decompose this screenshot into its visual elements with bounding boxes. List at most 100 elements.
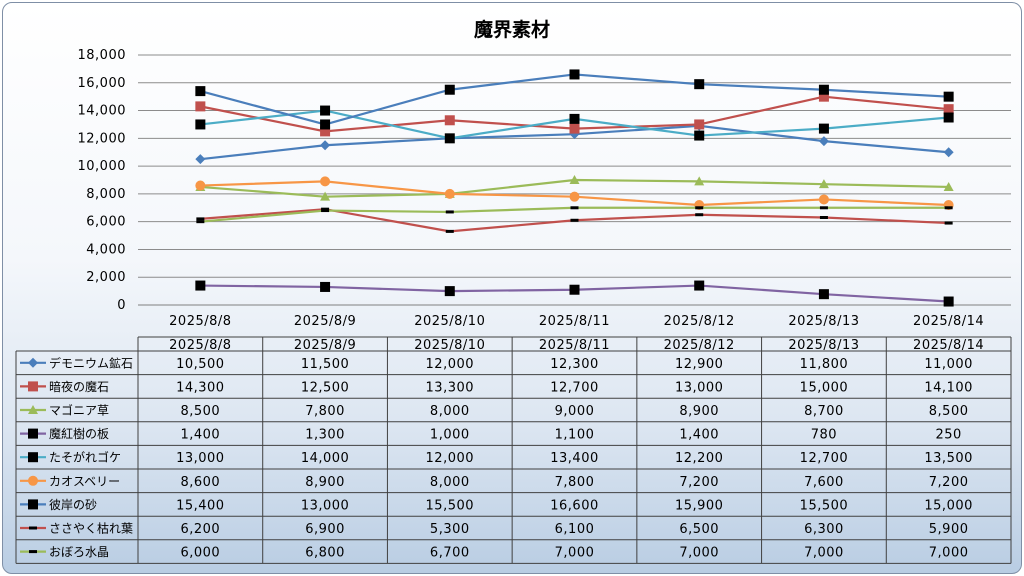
series-5 [195,105,954,144]
table-value-cell: 12,200 [675,451,724,466]
table-value-cell: 15,400 [176,498,225,513]
table-value-cell: 8,000 [430,404,470,419]
table-value-cell: 12,900 [675,357,724,372]
series-7 [195,69,954,130]
y-tick-label: 2,000 [86,270,126,285]
table-row: 魔紅樹の板 1,400 1,300 1,000 1,100 1,400 780 250 [20,426,961,443]
data-point [195,101,206,112]
table-value-cell: 14,300 [176,380,225,395]
data-point [695,213,704,217]
table-row: ささやく枯れ葉 6,200 6,900 5,300 6,100 6,500 6,300 5,9… [20,521,968,537]
data-point [569,69,580,80]
x-tick-label: 2025/8/9 [294,314,356,329]
table-value-cell: 12,000 [426,357,475,372]
x-tick-label: 2025/8/13 [788,314,859,329]
table-value-cell: 13,000 [675,380,724,395]
table-value-cell: 7,000 [804,546,844,561]
table-value-cell: 11,500 [301,357,350,372]
table-value-cell: 15,000 [924,498,973,513]
data-point [195,280,206,291]
table-value-cell: 250 [935,428,961,443]
x-axis-ticks: 2025/8/8 2025/8/9 2025/8/10 2025/8/11 2025/8… [169,314,984,329]
data-point [943,147,954,158]
table-value-cell: 1,000 [430,428,470,443]
table-value-cell: 11,000 [924,357,973,372]
data-point [196,217,205,221]
data-point [818,91,829,102]
series-name: マゴニア草 [49,403,109,418]
table-value-cell: 15,900 [675,498,724,513]
table-value-cell: 9,000 [555,404,595,419]
data-point [943,181,954,191]
table-value-cell: 15,500 [426,498,475,513]
data-point [444,133,455,144]
table-value-cell: 1,400 [180,428,220,443]
table-value-cell: 8,900 [305,475,345,490]
data-point [569,175,580,184]
data-point [195,154,206,165]
data-point [818,123,829,134]
table-value-cell: 15,500 [800,498,849,513]
table-header-cell: 2025/8/12 [664,338,735,353]
y-tick-label: 6,000 [86,215,126,230]
table-value-cell: 6,200 [180,522,220,537]
table-value-cell: 13,300 [426,380,475,395]
legend-key-marker [28,405,38,414]
table-value-cell: 12,300 [550,357,599,372]
y-tick-label: 8,000 [86,187,126,202]
table-value-cell: 6,800 [305,546,345,561]
data-point [569,123,580,134]
table-value-cell: 8,500 [180,404,220,419]
series-name: おぼろ水晶 [49,545,109,559]
x-tick-label: 2025/8/8 [169,314,231,329]
table-row: デモニウム鉱石 10,500 11,500 12,000 12,300 12,900 11,… [20,355,973,372]
table-value-cell: 6,000 [180,546,220,561]
data-point [943,112,954,123]
legend-key-marker [28,499,38,510]
table-value-cell: 13,000 [301,498,350,513]
series-lines [195,69,954,307]
chart-title: 魔界素材 [474,18,550,41]
data-point [569,191,580,202]
data-point [195,119,206,130]
series-name: 彼岸の砂 [49,498,97,512]
series-9 [196,206,953,224]
legend-key-marker [28,357,38,368]
data-point [570,218,579,222]
table-value-cell: 6,100 [555,522,595,537]
table-value-cell: 7,000 [679,546,719,561]
y-tick-label: 0 [117,298,126,313]
table-row: カオスベリー 8,600 8,900 8,000 7,800 7,200 7,600 7,20… [20,474,969,490]
data-point [569,113,580,124]
data-point [694,176,705,186]
data-table: 2025/8/8 2025/8/9 2025/8/10 2025/8/11 2025/8… [15,336,1012,564]
table-value-cell: 16,600 [550,498,599,513]
data-point [695,206,704,210]
table-value-cell: 12,000 [426,451,475,466]
table-header-cell: 2025/8/13 [788,338,859,353]
series-name: 魔紅樹の板 [49,426,109,441]
data-point [818,84,829,95]
table-value-cell: 8,600 [180,475,220,490]
x-tick-label: 2025/8/10 [414,314,485,329]
table-value-cell: 7,800 [305,404,345,419]
series-name: ささやく枯れ葉 [49,521,133,536]
table-value-cell: 780 [811,428,837,443]
series-4 [195,280,954,307]
table-value-cell: 7,000 [929,546,969,561]
table-value-cell: 8,900 [679,404,719,419]
table-value-cell: 6,300 [804,522,844,537]
data-point [694,119,705,130]
data-point [943,91,954,102]
data-point [445,229,454,233]
table-value-cell: 1,400 [679,428,719,443]
table-row: おぼろ水晶 6,000 6,800 6,700 7,000 7,000 7,000 7,000 [20,545,969,561]
table-value-cell: 13,500 [924,451,973,466]
table-header-cell: 2025/8/14 [913,338,984,353]
data-point [694,79,705,90]
legend-key-marker [28,428,38,439]
series-name: デモニウム鉱石 [49,355,133,370]
data-point [444,115,455,126]
table-value-cell: 7,200 [929,475,969,490]
legend-key-marker [28,475,38,486]
